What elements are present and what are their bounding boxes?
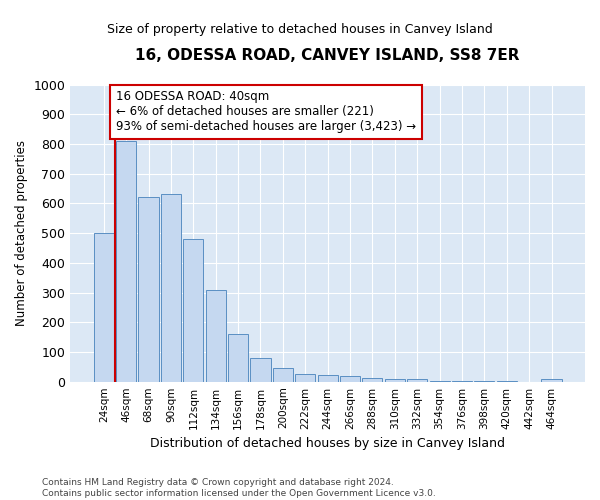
Bar: [250, 358, 271, 382]
Bar: [295, 374, 316, 382]
Text: 16 ODESSA ROAD: 40sqm
← 6% of detached houses are smaller (221)
93% of semi-deta: 16 ODESSA ROAD: 40sqm ← 6% of detached h…: [116, 90, 416, 134]
Bar: [228, 334, 248, 382]
Bar: [317, 375, 338, 382]
Bar: [183, 239, 203, 382]
Bar: [273, 368, 293, 382]
Text: Contains HM Land Registry data © Crown copyright and database right 2024.
Contai: Contains HM Land Registry data © Crown c…: [42, 478, 436, 498]
Bar: [340, 376, 360, 382]
Y-axis label: Number of detached properties: Number of detached properties: [15, 140, 28, 326]
Bar: [161, 194, 181, 382]
Bar: [452, 381, 472, 382]
Bar: [541, 378, 562, 382]
Bar: [94, 233, 114, 382]
Bar: [206, 290, 226, 382]
Bar: [362, 378, 382, 382]
Bar: [139, 198, 158, 382]
X-axis label: Distribution of detached houses by size in Canvey Island: Distribution of detached houses by size …: [150, 437, 505, 450]
Bar: [385, 378, 405, 382]
Bar: [407, 380, 427, 382]
Text: Size of property relative to detached houses in Canvey Island: Size of property relative to detached ho…: [107, 22, 493, 36]
Bar: [430, 381, 449, 382]
Bar: [116, 141, 136, 382]
Title: 16, ODESSA ROAD, CANVEY ISLAND, SS8 7ER: 16, ODESSA ROAD, CANVEY ISLAND, SS8 7ER: [136, 48, 520, 62]
